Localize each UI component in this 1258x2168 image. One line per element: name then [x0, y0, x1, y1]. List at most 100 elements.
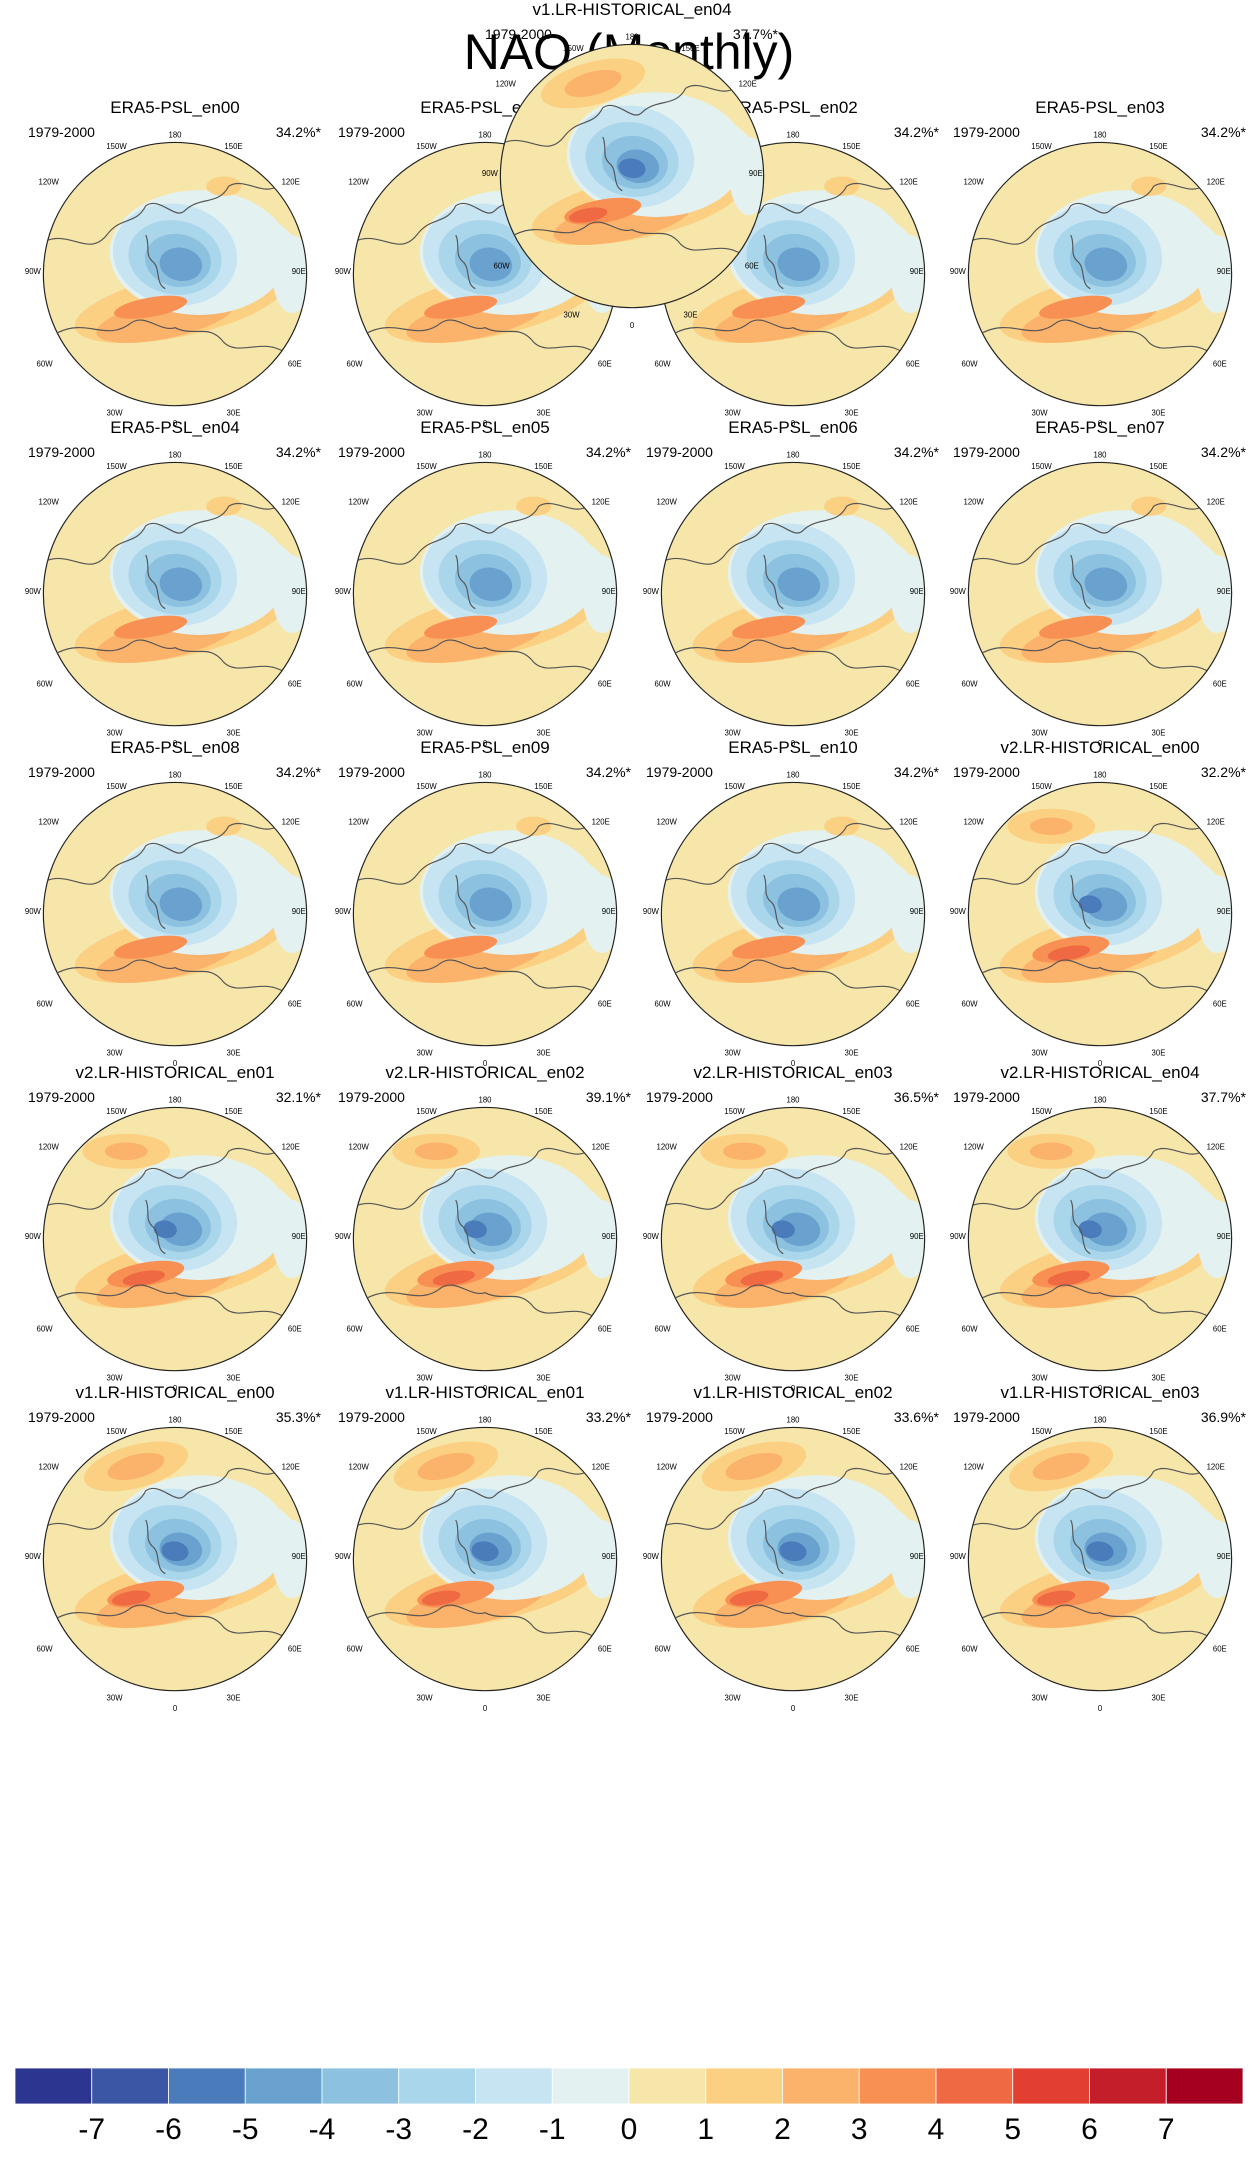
longitude-label: 90E — [292, 1552, 306, 1561]
anomaly-contour — [1197, 875, 1232, 954]
longitude-label: 30E — [537, 1693, 551, 1702]
longitude-label: 90E — [292, 907, 306, 916]
coastlines — [968, 1467, 1210, 1638]
longitude-label: 120W — [964, 497, 985, 506]
longitude-label: 120E — [1207, 1142, 1225, 1151]
longitude-label: 120W — [39, 817, 60, 826]
longitude-label: 30W — [107, 408, 124, 417]
longitude-label: 180 — [1093, 1096, 1107, 1105]
longitude-label: 30E — [1152, 408, 1166, 417]
longitude-label: 90W — [25, 1552, 42, 1561]
longitude-label: 150E — [681, 44, 699, 53]
colorbar-tick-label: -6 — [155, 2113, 182, 2146]
longitude-label: 30E — [845, 1693, 859, 1702]
panel-variance-percent: 34.2%* — [585, 764, 631, 780]
panel-variance-percent: 37.7%* — [732, 26, 778, 42]
longitude-label: 120W — [657, 817, 678, 826]
map-panel: ERA5-PSL_en06 1979-2000 34.2%* 180 150W 150E 1… — [643, 418, 943, 748]
anomaly-contour — [206, 816, 242, 837]
longitude-label: 150E — [224, 1107, 242, 1116]
map-panel: v2.LR-HISTORICAL_en00 1979-2000 32.2%* 180 1… — [950, 738, 1250, 1068]
longitude-label: 60E — [1213, 1325, 1227, 1334]
anomaly-contour — [424, 935, 498, 959]
longitude-label: 120W — [349, 1462, 370, 1471]
panel-period: 1979-2000 — [338, 1089, 405, 1105]
map-panel: v1.LR-HISTORICAL_en03 1979-2000 36.9%* 180 1… — [950, 1383, 1250, 1713]
colorbar-tick-label: 6 — [1081, 2113, 1098, 2146]
longitude-label: 30W — [417, 408, 434, 417]
longitude-label: 150W — [724, 1427, 745, 1436]
longitude-label: 150W — [1031, 782, 1052, 791]
longitude-label: 30E — [227, 728, 241, 737]
longitude-label: 30E — [845, 1373, 859, 1382]
longitude-label: 90E — [910, 587, 924, 596]
panel-title: v2.LR-HISTORICAL_en04 — [1000, 1063, 1200, 1082]
polar-map: 180 150W 150E 120W 120E 90W 90E 60W 60E 30W 30E 0 — [643, 451, 926, 748]
map-panel: v2.LR-HISTORICAL_en04 1979-2000 37.7%* 180 1… — [950, 1063, 1250, 1393]
longitude-label: 150W — [724, 782, 745, 791]
longitude-label: 150E — [534, 1427, 552, 1436]
longitude-label: 60E — [288, 1645, 302, 1654]
longitude-label: 0 — [1098, 1059, 1103, 1068]
colorbar-tick-label: 3 — [850, 2113, 868, 2146]
longitude-label: 30E — [227, 1373, 241, 1382]
colorbar-swatch — [398, 2068, 476, 2104]
panel-variance-percent: 33.2%* — [585, 1409, 631, 1425]
longitude-label: 30W — [1032, 1693, 1049, 1702]
coastlines — [661, 1147, 903, 1318]
longitude-label: 180 — [168, 1096, 182, 1105]
longitude-label: 150W — [106, 142, 127, 151]
longitude-label: 150E — [534, 782, 552, 791]
anomaly-contour — [1131, 176, 1167, 197]
map-panel: v2.LR-HISTORICAL_en01 1979-2000 32.1%* 180 1… — [25, 1063, 325, 1393]
longitude-label: 30W — [725, 1048, 742, 1057]
polar-map: 180 150W 150E 120W 120E 90W 90E 60W 60E 30W 30E 0 — [25, 1096, 308, 1393]
colorbar-swatch — [1165, 2068, 1243, 2104]
longitude-label: 30W — [107, 1048, 124, 1057]
longitude-label: 30W — [725, 728, 742, 737]
anomaly-contour — [114, 935, 188, 959]
map-panel: v2.LR-HISTORICAL_en02 1979-2000 39.1%* 180 1… — [335, 1063, 635, 1393]
longitude-label: 30E — [845, 728, 859, 737]
colorbar-tick-label: 2 — [774, 2113, 791, 2146]
anomaly-contour — [1086, 1541, 1114, 1562]
colorbar-tick-label: -4 — [308, 2113, 336, 2146]
longitude-label: 30E — [227, 408, 241, 417]
longitude-label: 180 — [786, 1416, 800, 1425]
longitude-label: 180 — [1093, 131, 1107, 140]
anomaly-contour — [424, 295, 498, 319]
map-panel: ERA5-PSL_en09 1979-2000 34.2%* 180 150W 150E 1… — [335, 738, 635, 1068]
longitude-label: 30W — [725, 408, 742, 417]
longitude-label: 90E — [910, 1232, 924, 1241]
longitude-label: 150W — [1031, 462, 1052, 471]
panel-variance-percent: 32.2%* — [1200, 764, 1246, 780]
longitude-label: 180 — [168, 1416, 182, 1425]
longitude-label: 60E — [906, 360, 920, 369]
longitude-label: 150W — [1031, 1107, 1052, 1116]
longitude-label: 60E — [906, 680, 920, 689]
longitude-label: 90E — [1217, 1552, 1231, 1561]
panel-variance-percent: 36.9%* — [1200, 1409, 1246, 1425]
anomaly-contour — [272, 875, 307, 954]
longitude-label: 0 — [1098, 739, 1103, 748]
anomaly-contour — [114, 295, 188, 319]
longitude-label: 60W — [347, 1645, 364, 1654]
longitude-label: 0 — [173, 739, 178, 748]
panel-variance-percent: 39.1%* — [585, 1089, 631, 1105]
longitude-label: 120E — [592, 497, 610, 506]
anomaly-contour — [732, 615, 806, 639]
longitude-label: 150E — [534, 462, 552, 471]
longitude-label: 90E — [910, 907, 924, 916]
longitude-label: 180 — [478, 1096, 492, 1105]
panel-variance-percent: 34.2%* — [893, 124, 939, 140]
longitude-label: 60E — [598, 1325, 612, 1334]
longitude-label: 150E — [842, 142, 860, 151]
anomaly-contour — [272, 1200, 307, 1279]
longitude-label: 60W — [655, 680, 672, 689]
map-panel: ERA5-PSL_en08 1979-2000 34.2%* 180 150W 150E 1… — [25, 738, 325, 1068]
longitude-label: 180 — [786, 771, 800, 780]
anomaly-contour — [122, 1270, 165, 1286]
map-panel: ERA5-PSL_en05 1979-2000 34.2%* 180 150W 150E 1… — [335, 418, 635, 748]
anomaly-contour — [732, 935, 806, 959]
longitude-label: 90E — [292, 587, 306, 596]
